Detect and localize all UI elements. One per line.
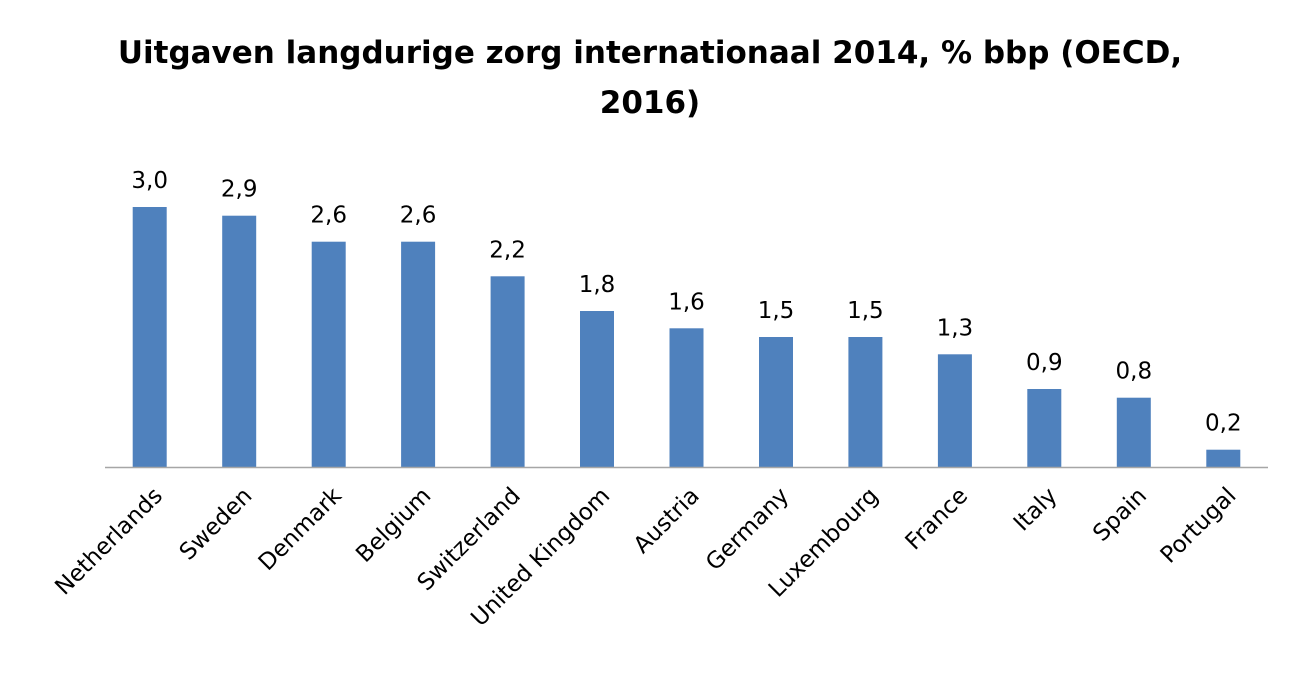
x-tick-label: Spain: [1088, 483, 1152, 547]
data-label: 2,6: [400, 203, 437, 229]
data-label: 1,6: [668, 289, 705, 315]
bar-switzerland: [490, 276, 525, 467]
x-tick-label: Germany: [701, 483, 794, 576]
bar-austria: [669, 328, 704, 467]
bar-netherlands: [132, 207, 167, 467]
bars-group: [132, 207, 1241, 467]
x-tick-label: Italy: [1009, 483, 1063, 537]
data-label: 1,5: [758, 298, 795, 324]
bar-denmark: [311, 241, 346, 467]
chart-title: Uitgaven langdurige zorg internationaal …: [117, 35, 1183, 121]
bar-spain: [1116, 397, 1151, 467]
data-label: 3,0: [131, 168, 168, 194]
x-tick-label: France: [901, 483, 973, 555]
bar-italy: [1027, 389, 1062, 467]
data-labels-group: 3,0 2,9 2,6 2,6 2,2 1,8 1,6 1,5 1,5 1,3 0,9 0,8 0,2: [131, 168, 1241, 437]
data-label: 2,9: [221, 177, 258, 203]
bar-france: [937, 354, 972, 467]
bar-portugal: [1206, 449, 1241, 467]
x-tick-label: Netherlands: [50, 483, 168, 601]
bar-germany: [759, 337, 793, 467]
bar-united-kingdom: [580, 311, 614, 467]
data-label: 1,3: [937, 315, 974, 341]
bar-sweden: [222, 215, 257, 467]
data-label: 0,8: [1116, 359, 1153, 385]
x-tick-label: Denmark: [254, 482, 348, 576]
data-label: 2,2: [489, 237, 526, 263]
x-tick-label: Belgium: [351, 483, 436, 568]
data-label: 0,2: [1205, 411, 1242, 437]
x-tick-label: Sweden: [175, 483, 258, 566]
data-label: 0,9: [1026, 350, 1063, 376]
bar-luxembourg: [848, 337, 883, 467]
data-label: 1,8: [579, 272, 616, 298]
bar-belgium: [401, 241, 436, 467]
x-tick-label: Portugal: [1156, 483, 1242, 569]
x-tick-label: Austria: [629, 483, 705, 559]
data-label: 1,5: [847, 298, 884, 324]
data-label: 2,6: [310, 203, 347, 229]
